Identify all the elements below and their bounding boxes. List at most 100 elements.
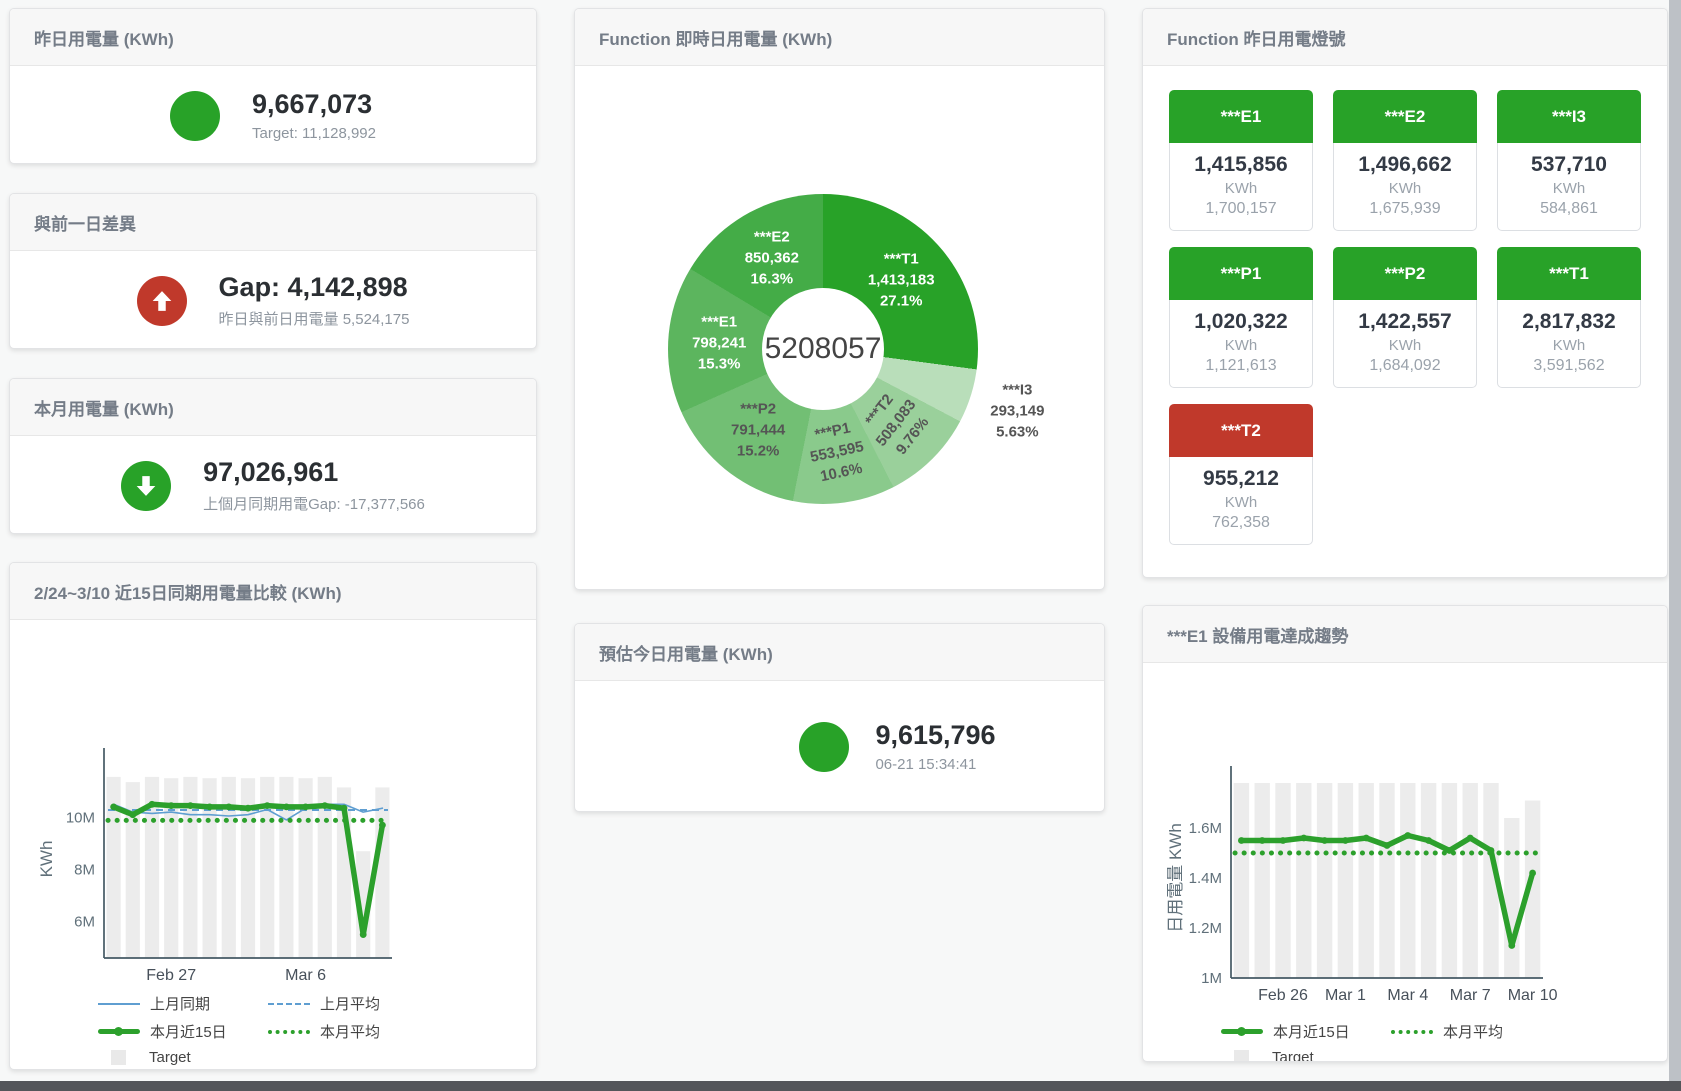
slice-name: ***I3 — [1002, 381, 1033, 399]
legend-label: 本月近15日 — [150, 1024, 227, 1041]
light-tile-header: ***E2 — [1333, 90, 1477, 143]
card-realtime-donut: Function 即時日用電量 (KWh) ***T1 1,413,183 27.1… — [574, 8, 1105, 590]
light-tile-header: ***T2 — [1169, 404, 1313, 457]
card-title: Function 即時日用電量 (KWh) — [599, 29, 833, 49]
series-marker — [321, 802, 329, 809]
tile-unit: KWh — [1224, 337, 1258, 354]
tile-target: 1,121,613 — [1205, 357, 1277, 374]
x-tick-label: Feb 27 — [146, 967, 196, 984]
y-tick-label: 8M — [74, 861, 95, 878]
x-tick-label: Feb 26 — [1258, 987, 1308, 1004]
green-dotted-swatch — [1391, 1029, 1433, 1034]
card-title: ***E1 設備用電達成趨勢 — [1167, 626, 1349, 646]
card-title: 本月用電量 (KWh) — [34, 399, 174, 419]
card-day-gap: 與前一日差異 Gap: 4,142,898 昨日與前日用電量 5,524,175 — [9, 193, 537, 349]
legend-label: 本月近15日 — [1273, 1024, 1350, 1041]
series-marker — [1258, 837, 1266, 844]
series-marker — [167, 802, 175, 809]
card-title: 2/24~3/10 近15日同期用電量比較 (KWh) — [34, 583, 342, 603]
legend-label: 本月平均 — [320, 1024, 381, 1041]
legend-label: Target — [1272, 1049, 1314, 1062]
light-tile: ***P2 1,422,557 KWh 1,684,092 — [1333, 247, 1477, 388]
tile-value: 1,020,322 — [1194, 310, 1288, 333]
series-marker — [1279, 837, 1287, 844]
tile-unit: KWh — [1224, 180, 1258, 197]
kpi-subtext: 上個月同期用電Gap: -17,377,566 — [203, 495, 425, 513]
series-marker — [1300, 834, 1308, 842]
series-marker — [1383, 842, 1391, 849]
tile-unit: KWh — [1224, 494, 1258, 511]
vertical-scrollbar[interactable] — [1669, 0, 1681, 1081]
card-yesterday-lights: Function 昨日用電燈號 ***E1 1,415,856 KWh 1,700,… — [1142, 8, 1668, 578]
series-marker — [1238, 837, 1245, 844]
tile-target: 1,675,939 — [1369, 200, 1441, 217]
kpi-value: Gap: 4,142,898 — [218, 272, 408, 303]
kpi-value: 9,615,796 — [875, 720, 996, 751]
tile-unit: KWh — [1388, 337, 1422, 354]
tile-unit: KWh — [1552, 337, 1586, 354]
kpi-value: 97,026,961 — [203, 457, 339, 488]
tile-value: 1,496,662 — [1358, 153, 1452, 176]
slice-value: 293,149 — [990, 402, 1045, 420]
tile-value: 1,415,856 — [1194, 153, 1288, 176]
series-marker — [1529, 869, 1536, 877]
series-marker — [263, 802, 271, 809]
legend-item: 本月近15日 — [98, 1021, 268, 1042]
series-marker — [283, 803, 290, 811]
series-marker — [1466, 834, 1474, 842]
kpi-subtext: 06-21 15:34:41 — [875, 755, 977, 773]
donut-chart — [668, 194, 978, 504]
tile-unit: KWh — [1388, 180, 1422, 197]
y-axis-title: 日用電量 KWh — [1166, 823, 1185, 933]
target-square-swatch — [1234, 1050, 1249, 1061]
legend-item: 本月近15日 — [1221, 1021, 1391, 1042]
target-square-swatch — [111, 1050, 126, 1065]
legend-item: 上月同期 — [98, 993, 268, 1014]
kpi-value: 9,667,073 — [252, 89, 373, 120]
trend-chart-legend: 本月近15日 本月平均 Target — [1221, 1021, 1667, 1062]
card-yesterday-usage: 昨日用電量 (KWh) 9,667,073 Target: 11,128,992 — [9, 8, 537, 164]
light-tile-header: ***T1 — [1497, 247, 1641, 300]
x-tick-label: Mar 4 — [1387, 987, 1428, 1004]
light-tile: ***E2 1,496,662 KWh 1,675,939 — [1333, 90, 1477, 231]
y-axis-title: KWh — [37, 841, 56, 878]
x-tick-label: Mar 6 — [285, 967, 326, 984]
light-tile-header: ***E1 — [1169, 90, 1313, 143]
tile-target: 3,591,562 — [1533, 357, 1605, 374]
series-marker — [379, 821, 386, 829]
green-dotted-swatch — [268, 1029, 310, 1034]
target-bars — [1233, 783, 1541, 978]
series-marker — [1508, 942, 1516, 949]
light-tile-grid: ***E1 1,415,856 KWh 1,700,157 ***E2 1,496,… — [1143, 66, 1667, 569]
donut-center-value: 5208057 — [764, 332, 882, 365]
light-tile-header: ***P1 — [1169, 247, 1313, 300]
y-tick-label: 1.4M — [1189, 870, 1222, 887]
series-marker — [206, 803, 214, 811]
legend-item: Target — [98, 1049, 268, 1066]
e1-trend-line-chart: 1M 1.2M 1.4M 1.6M Feb 26 Mar 1 Mar 4 Mar 7 Mar 1… — [1166, 766, 1558, 1004]
y-tick-label: 1.2M — [1189, 920, 1222, 937]
tile-target: 1,684,092 — [1369, 357, 1441, 374]
compare-chart-legend: 上月同期 上月平均 本月近15日 本月平均 Target — [98, 993, 536, 1066]
compare-line-chart: 6M 8M 10M Feb 27 Mar 6 KWh — [37, 748, 392, 984]
light-tile: ***T1 2,817,832 KWh 3,591,562 — [1497, 247, 1641, 388]
y-tick-label: 10M — [66, 809, 95, 826]
series-marker — [359, 931, 367, 938]
status-circle-icon — [170, 90, 220, 141]
card-estimate-today: 預估今日用電量 (KWh) 9,615,796 06-21 15:34:41 — [574, 623, 1105, 812]
x-tick-label: Mar 7 — [1450, 987, 1491, 1004]
series-marker — [129, 811, 137, 819]
series-marker — [110, 803, 117, 811]
legend-label: Target — [149, 1049, 191, 1066]
series-marker — [1321, 837, 1328, 844]
x-tick-label: Mar 1 — [1325, 987, 1366, 1004]
y-tick-label: 1M — [1201, 970, 1222, 987]
legend-label: 上月平均 — [320, 996, 381, 1013]
light-tile: ***P1 1,020,322 KWh 1,121,613 — [1169, 247, 1313, 388]
tile-unit: KWh — [1552, 180, 1586, 197]
series-marker — [1342, 837, 1349, 844]
card-title: 昨日用電量 (KWh) — [34, 29, 174, 49]
series-marker — [225, 803, 233, 811]
card-month-usage: 本月用電量 (KWh) 97,026,961 上個月同期用電Gap: -17,3… — [9, 378, 537, 534]
tile-target: 1,700,157 — [1205, 200, 1277, 217]
